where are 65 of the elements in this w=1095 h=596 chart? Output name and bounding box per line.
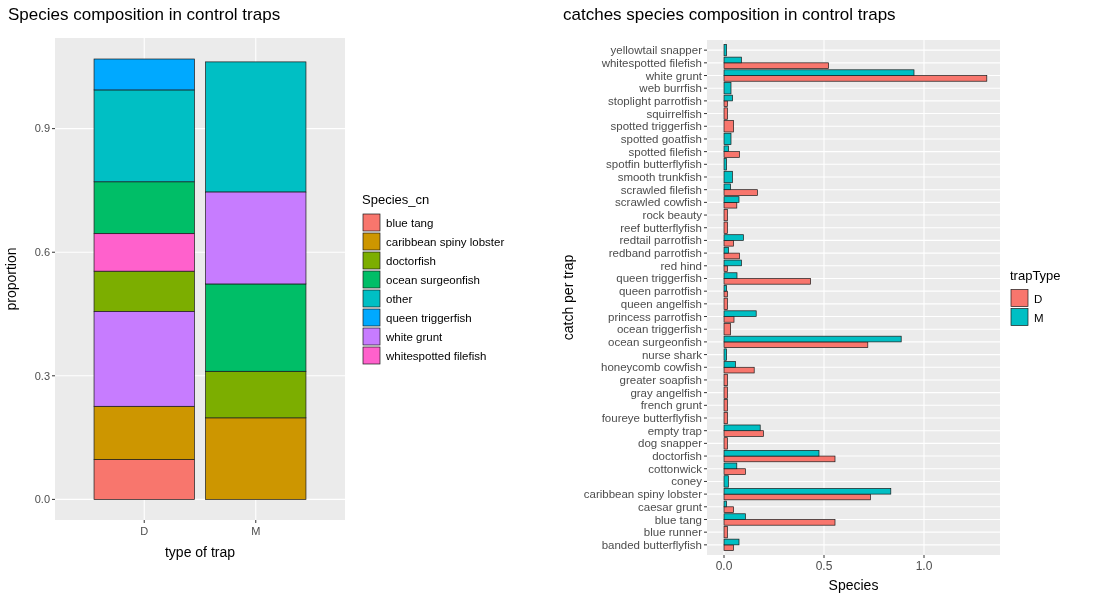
- y-tick-label: web burrfish: [638, 82, 702, 95]
- y-tick-label: white grunt: [644, 69, 703, 82]
- y-tick-label: scrawled cowfish: [615, 196, 702, 209]
- x-axis-title: type of trap: [164, 544, 236, 560]
- y-tick-label: spotted goatfish: [620, 132, 702, 145]
- y-tick-label: whitespotted filefish: [600, 56, 702, 69]
- y-tick-label: red hind: [660, 259, 702, 272]
- y-tick-label: greater soapfish: [619, 373, 702, 386]
- y-tick-label: blue tang: [654, 513, 702, 526]
- y-tick-label: gray angelfish: [630, 386, 702, 399]
- legend-label: queen triggerfish: [386, 312, 472, 325]
- y-tick-label: yellowtail snapper: [610, 44, 703, 57]
- y-tick-label: french grunt: [640, 399, 703, 412]
- y-tick-label: smooth trunkfish: [617, 171, 702, 184]
- y-tick-label: ocean surgeonfish: [608, 335, 702, 348]
- y-tick-label: reef butterflyfish: [620, 221, 702, 234]
- y-axis-title: catch per trap: [560, 254, 576, 341]
- y-tick-label: princess parrotfish: [608, 310, 702, 323]
- y-tick-label: coney: [671, 475, 703, 488]
- y-tick-label: dog snapper: [638, 437, 703, 450]
- legend-label: M: [1034, 311, 1044, 324]
- y-tick-label: nurse shark: [641, 348, 703, 361]
- y-tick-label: queen parrotfish: [618, 285, 702, 298]
- legend-label: whitespotted filefish: [385, 350, 487, 363]
- y-tick-label: spotted filefish: [628, 145, 702, 158]
- y-axis-title: proportion: [3, 247, 19, 311]
- legend-label: D: [1034, 292, 1043, 305]
- legend-title: trapType: [1010, 267, 1061, 283]
- y-tick-label: foureye butterflyfish: [601, 412, 702, 425]
- legend-label: ocean surgeonfish: [386, 274, 480, 287]
- y-tick-label: empty trap: [647, 424, 702, 437]
- y-tick-label: 0.3: [34, 369, 50, 382]
- y-tick-label: queen triggerfish: [616, 272, 702, 285]
- y-tick-label: 0.6: [34, 246, 50, 259]
- y-tick-label: 0.9: [34, 122, 50, 135]
- y-tick-label: redband parrotfish: [608, 247, 702, 260]
- y-tick-label: queen angelfish: [620, 297, 702, 310]
- y-tick-label: cottonwick: [648, 462, 703, 475]
- x-axis-title: Species: [828, 577, 879, 593]
- y-tick-label: stoplight parrotfish: [608, 94, 702, 107]
- y-tick-label: doctorfish: [652, 450, 702, 463]
- legend-label: other: [386, 293, 413, 306]
- y-tick-label: rock beauty: [642, 209, 703, 222]
- y-tick-label: scrawled filefish: [620, 183, 702, 196]
- y-tick-label: squirrelfish: [646, 107, 702, 120]
- chart-title: catches species composition in control traps: [563, 5, 896, 24]
- legend-label: caribbean spiny lobster: [386, 236, 505, 249]
- y-tick-label: banded butterflyfish: [601, 538, 702, 551]
- y-tick-label: spotfin butterflyfish: [606, 158, 702, 171]
- x-tick-label: 1.0: [915, 559, 933, 573]
- x-tick-label: 0.0: [715, 559, 733, 573]
- chart-title: Species composition in control traps: [8, 5, 281, 24]
- legend-title: Species_cn: [362, 192, 430, 207]
- y-tick-label: ocean triggerfish: [616, 323, 702, 336]
- y-tick-label: blue runner: [643, 526, 703, 539]
- x-tick-label: 0.5: [815, 559, 833, 573]
- y-tick-label: caesar grunt: [638, 500, 703, 513]
- y-tick-label: spotted triggerfish: [610, 120, 702, 133]
- legend-label: blue tang: [386, 217, 434, 230]
- legend-label: doctorfish: [386, 255, 436, 268]
- y-tick-label: honeycomb cowfish: [601, 361, 702, 374]
- y-tick-label: caribbean spiny lobster: [583, 488, 703, 501]
- y-tick-label: redtail parrotfish: [619, 234, 702, 247]
- legend-label: white grunt: [385, 331, 444, 344]
- y-tick-label: 0.0: [34, 493, 50, 506]
